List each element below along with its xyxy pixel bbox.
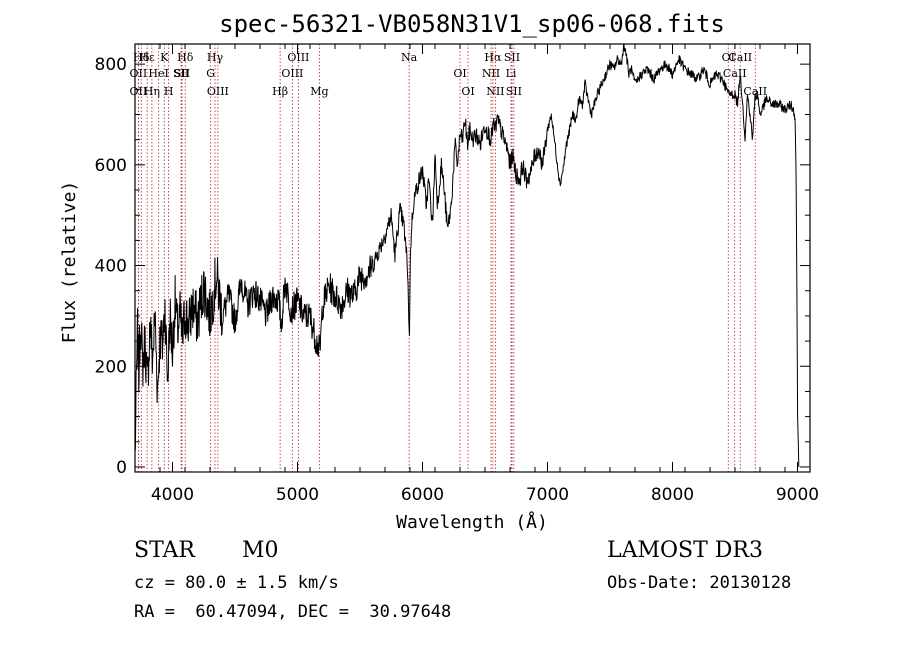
spectral-line-label: CaII [743,85,767,98]
spectral-line-label: Hη [144,85,160,98]
spectral-line-label: Mg [310,85,328,98]
observation-date: Obs-Date: 20130128 [607,573,792,593]
spectral-line-label: Li [506,67,517,80]
spectral-line-label: OI [722,51,735,64]
y-tick-label: 200 [95,357,127,377]
spectral-line-label: NII [486,85,504,98]
object-class: STAR [134,538,195,563]
coordinates: RA = 60.47094, DEC = 30.97648 [134,602,452,622]
spectral-line-label: CaII [723,67,747,80]
x-tick-label: 6000 [401,485,444,505]
spectral-line-label: OII [130,85,148,98]
spectral-line-label: G [206,67,215,80]
spectral-line-label: SII [506,85,522,98]
spectral-line-label: CaII [728,51,752,64]
x-tick-label: 8000 [651,485,694,505]
y-tick-label: 600 [95,156,127,176]
spectral-line-label: OI [461,85,474,98]
object-subclass: M0 [242,538,279,563]
survey-name: LAMOST DR3 [607,538,763,563]
x-tick-label: 7000 [526,485,569,505]
spectral-line-label: SII [174,67,190,80]
chart-title: spec-56321-VB058N31V1_sp06-068.fits [219,10,725,38]
y-tick-label: 0 [116,458,127,478]
spectral-line-label: OIII [287,51,309,64]
x-axis: 4000 5000 6000 7000 8000 9000 [134,44,819,505]
y-axis: 0 200 400 600 800 [95,55,810,478]
spectral-line-label: Hδ [133,51,150,64]
redshift-value: cz = 80.0 ± 1.5 km/s [134,573,339,593]
spectral-line-label: Hβ [272,85,288,98]
spectral-line-label: Hγ [207,51,224,64]
x-tick-label: 9000 [776,485,819,505]
spectral-line-label: OI [453,67,466,80]
spectral-line-label: OIII [281,67,303,80]
spectral-line-label: NII [482,67,500,80]
spectral-line-label: Hε [139,51,155,64]
y-tick-label: 400 [95,257,127,277]
spectral-line-label: OIII [207,85,229,98]
y-axis-label: Flux (relative) [59,181,80,344]
spectrum-line [134,43,800,468]
spectral-line-label: Hδ [177,51,194,64]
x-tick-label: 5000 [276,485,319,505]
x-axis-label: Wavelength (Å) [396,511,548,533]
plot-frame [134,43,811,473]
x-tick-label: 4000 [151,485,194,505]
spectral-line-label: Hα [484,51,502,64]
spectral-line-label: K [160,51,169,64]
spectral-line-label: Na [401,51,418,64]
y-tick-label: 800 [95,55,127,75]
spectral-lines-layer: HδOIIOIIHεHeIHηKSIIHHδSIIOIIIHγGHβOIIIOI… [130,44,767,472]
spectral-line-label: H [164,85,174,98]
spectral-line-label: HeI [148,67,168,80]
spectral-line-label: SII [504,51,520,64]
